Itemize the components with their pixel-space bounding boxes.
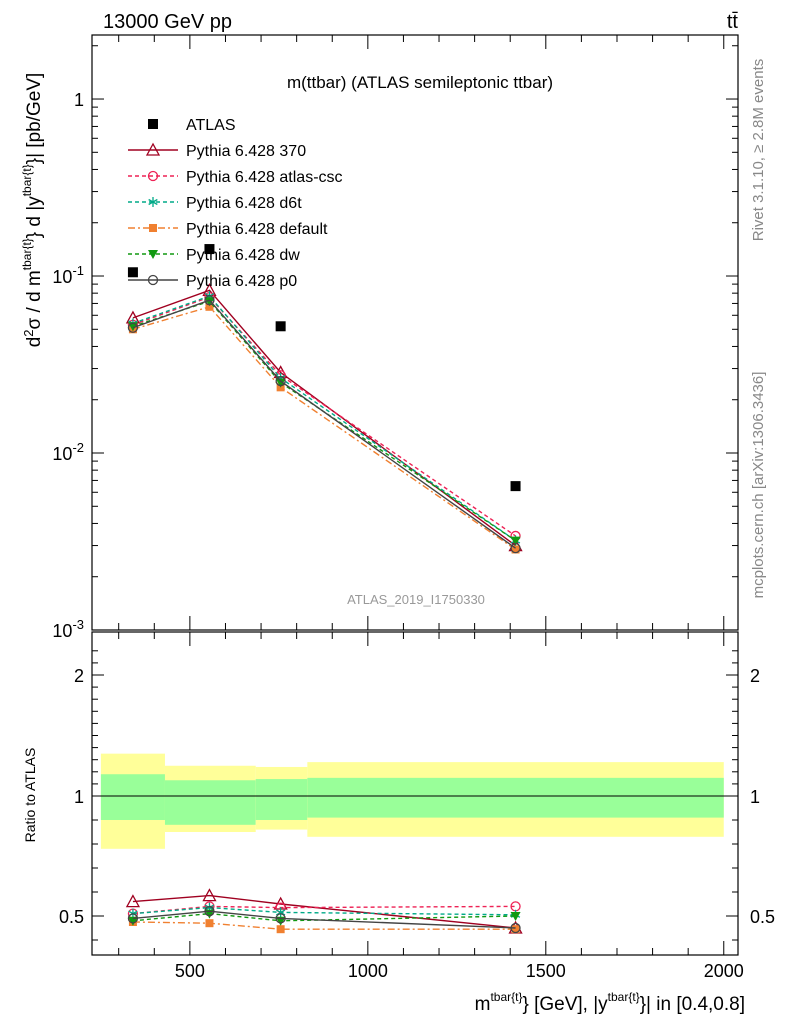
- series-point: [510, 543, 521, 554]
- ratio-series-point: [275, 907, 286, 918]
- main-plot: m(ttbar) (ATLAS semileptonic ttbar) ATLA…: [52, 34, 739, 955]
- ratio-y-tick-label: 1: [750, 787, 760, 807]
- series-point: [511, 545, 520, 554]
- ratio-y-tick-label: 0.5: [59, 907, 84, 927]
- main-y-axis-label: d2σ / d mtbar{t}} d |ytbar{t}}| [pb/GeV]: [20, 73, 45, 348]
- y-tick-label: 1: [74, 90, 84, 110]
- legend: ATLAS Pythia 6.428 370 Pythia 6.428 atlas-…: [128, 117, 343, 290]
- series-point: [205, 302, 214, 311]
- ratio-series-point: [510, 922, 521, 934]
- series-line: [132, 306, 516, 551]
- plot-title: m(ttbar) (ATLAS semileptonic ttbar): [287, 73, 553, 92]
- legend-label: ATLAS: [186, 117, 236, 134]
- x-tick-label: 500: [175, 961, 205, 981]
- legend-marker: [147, 274, 159, 286]
- x-tick-label: 1000: [348, 961, 388, 981]
- data-point: [204, 244, 215, 255]
- ratio-series-point: [204, 906, 215, 917]
- ratio-series-line: [132, 921, 516, 930]
- ratio-series-point: [127, 913, 139, 924]
- data-point: [510, 481, 521, 492]
- ratio-series-point: [511, 925, 520, 934]
- ratio-series-point: [205, 919, 214, 928]
- series-point: [275, 375, 286, 387]
- uncertainty-band-inner: [100, 774, 165, 820]
- series-line: [132, 300, 516, 542]
- legend-marker-data: [148, 119, 158, 129]
- series-line: [132, 295, 516, 542]
- series-point: [510, 536, 521, 546]
- ratio-y-tick-label: 2: [74, 666, 84, 686]
- ratio-series-line: [132, 910, 516, 929]
- ratio-series-line: [132, 906, 516, 916]
- header-right: tt̄: [727, 11, 739, 33]
- ratio-series-line: [132, 894, 516, 929]
- legend-label: Pythia 6.428 dw: [186, 247, 300, 264]
- ratio-series-point: [127, 916, 138, 926]
- uncertainty-band-inner: [164, 780, 256, 825]
- data-point: [275, 321, 286, 332]
- ratio-series-point: [510, 912, 521, 921]
- ratio-y-tick-label: 0.5: [750, 907, 775, 927]
- uncertainty-band-inner: [307, 777, 724, 818]
- data-point: [127, 267, 138, 278]
- series-point: [275, 378, 286, 388]
- analysis-watermark: ATLAS_2019_I1750330: [347, 592, 485, 607]
- series-line: [132, 299, 516, 549]
- header-left: 13000 GeV pp: [103, 11, 232, 33]
- series-point: [204, 295, 215, 306]
- y-tick-label: 10-1: [52, 263, 84, 287]
- x-tick-label: 1500: [526, 961, 566, 981]
- series-line: [132, 296, 516, 537]
- legend-marker: [145, 142, 161, 156]
- ratio-series-line: [132, 912, 516, 922]
- ratio-series-point: [276, 925, 285, 934]
- y-tick-label: 10-3: [52, 617, 84, 641]
- legend-label: Pythia 6.428 default: [186, 221, 328, 238]
- mcplots-label: mcplots.cern.ch [arXiv:1306.3436]: [750, 372, 767, 599]
- legend-marker: [147, 170, 159, 182]
- legend-label: Pythia 6.428 d6t: [186, 195, 302, 212]
- series-point: [127, 322, 139, 333]
- y-tick-label: 10-2: [52, 440, 84, 464]
- ratio-frame: [91, 631, 739, 956]
- ratio-y-axis-label: Ratio to ATLAS: [22, 748, 38, 843]
- legend-marker: [148, 250, 158, 259]
- x-axis-label: mtbar{t}} [GeV], |ytbar{t}}| in [0.4,0.8…: [475, 990, 745, 1015]
- ratio-plot: 500 1000 1500 2000 0.5 0.5 1 1 2 2: [59, 631, 775, 981]
- legend-marker: [148, 197, 158, 207]
- uncertainty-band-inner: [255, 779, 308, 820]
- series-point: [204, 297, 215, 307]
- ratio-series-point: [202, 888, 217, 902]
- rivet-label: Rivet 3.1.10, ≥ 2.8M events: [750, 59, 767, 242]
- ratio-y-tick-label: 1: [74, 787, 84, 807]
- legend-label: Pythia 6.428 atlas-csc: [186, 169, 343, 186]
- ratio-y-tick-label: 2: [750, 666, 760, 686]
- ratio-series-point: [125, 894, 141, 908]
- main-frame: [91, 34, 739, 631]
- ratio-series-point: [275, 913, 286, 924]
- x-tick-label: 2000: [704, 961, 744, 981]
- legend-label: Pythia 6.428 p0: [186, 273, 297, 290]
- legend-marker: [149, 224, 157, 232]
- legend-label: Pythia 6.428 370: [186, 143, 306, 160]
